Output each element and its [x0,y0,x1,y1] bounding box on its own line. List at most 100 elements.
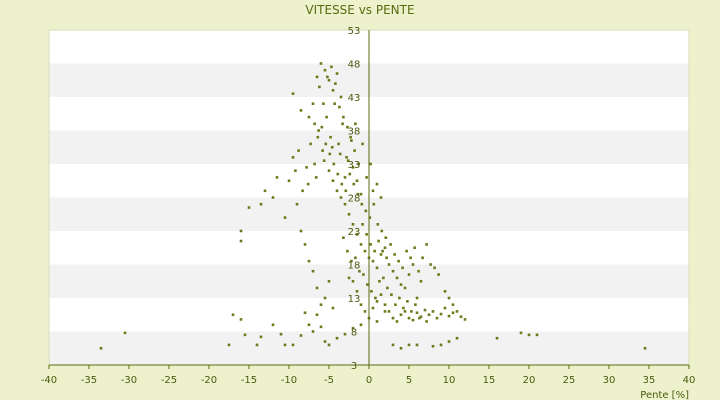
data-point [342,115,345,119]
data-point [375,182,379,186]
data-point [333,102,336,105]
data-point [291,343,295,347]
data-point [359,303,363,306]
data-point [383,310,387,313]
data-point [431,344,435,348]
data-point [329,135,332,139]
data-point [313,122,316,126]
data-point [306,182,310,186]
x-tick-label: 5 [406,375,412,386]
data-point [368,216,372,219]
data-point [279,332,283,336]
data-point [370,290,373,293]
data-point [343,202,347,206]
data-point [346,159,350,162]
data-point [322,102,325,105]
data-point [519,331,523,335]
data-point [359,323,363,327]
data-point [381,249,384,253]
data-point [316,135,320,139]
data-point [297,149,300,152]
data-point [338,105,341,109]
data-point [325,115,328,119]
data-point [447,314,451,318]
data-point [307,115,311,119]
data-point [351,166,355,169]
data-point [341,122,344,126]
data-point [379,196,383,199]
data-point [123,331,127,335]
data-point [372,202,376,206]
data-point [439,343,443,347]
data-point [437,273,440,276]
data-point [379,293,383,296]
data-point [447,296,451,300]
data-point [347,212,351,216]
data-point [407,273,411,276]
data-point [291,156,295,159]
data-point [311,269,315,273]
data-point [527,333,531,337]
axes [48,30,690,369]
data-point [389,243,392,246]
data-point [331,89,335,92]
data-point [435,316,439,320]
data-point [271,323,275,327]
data-point [397,259,400,263]
data-point [535,333,539,337]
data-point [319,303,323,306]
data-point [350,259,353,263]
data-point [231,313,235,317]
data-point [239,229,243,233]
data-point [407,343,411,347]
data-point [409,256,412,260]
x-tick-label: -10 [281,375,297,386]
data-point [415,311,419,315]
data-point [447,340,451,343]
data-point [407,316,411,320]
data-point [395,320,399,323]
data-point [417,269,420,273]
data-point [361,142,364,146]
y-tick-label: 53 [348,26,361,37]
data-point [351,223,355,226]
data-point [419,315,423,319]
data-point [361,223,364,226]
data-point [374,296,377,300]
y-tick-label: 38 [348,127,361,138]
data-point [99,346,103,350]
data-point [338,152,342,156]
data-point [495,336,499,340]
data-point [402,306,405,310]
data-point [243,333,247,337]
x-tick-label: 25 [563,375,576,386]
data-point [373,249,376,253]
data-point [427,313,431,317]
data-point [301,189,304,193]
data-point [337,142,340,146]
data-point [335,336,339,340]
data-point [346,249,349,253]
data-point [429,263,432,266]
data-point [425,243,428,246]
data-point [317,129,320,132]
data-point [346,125,349,129]
data-point [271,196,275,199]
data-point [379,253,383,256]
data-point [339,95,343,99]
data-point [299,334,303,337]
data-point [395,276,399,280]
data-point [291,92,295,95]
data-point [340,182,344,186]
data-point [283,216,287,219]
data-point [371,306,375,310]
data-point [406,300,409,303]
data-point [330,65,333,69]
x-tick-label: -40 [41,375,57,386]
data-point [419,279,423,283]
data-point [463,318,467,321]
data-point [263,189,267,193]
x-tick-labels: -40 -35 -30 -25 -20 -15 -10 -5 0 5 10 15 20 25 30 35 40 [41,375,696,386]
data-point [365,176,368,179]
data-point [383,303,387,306]
